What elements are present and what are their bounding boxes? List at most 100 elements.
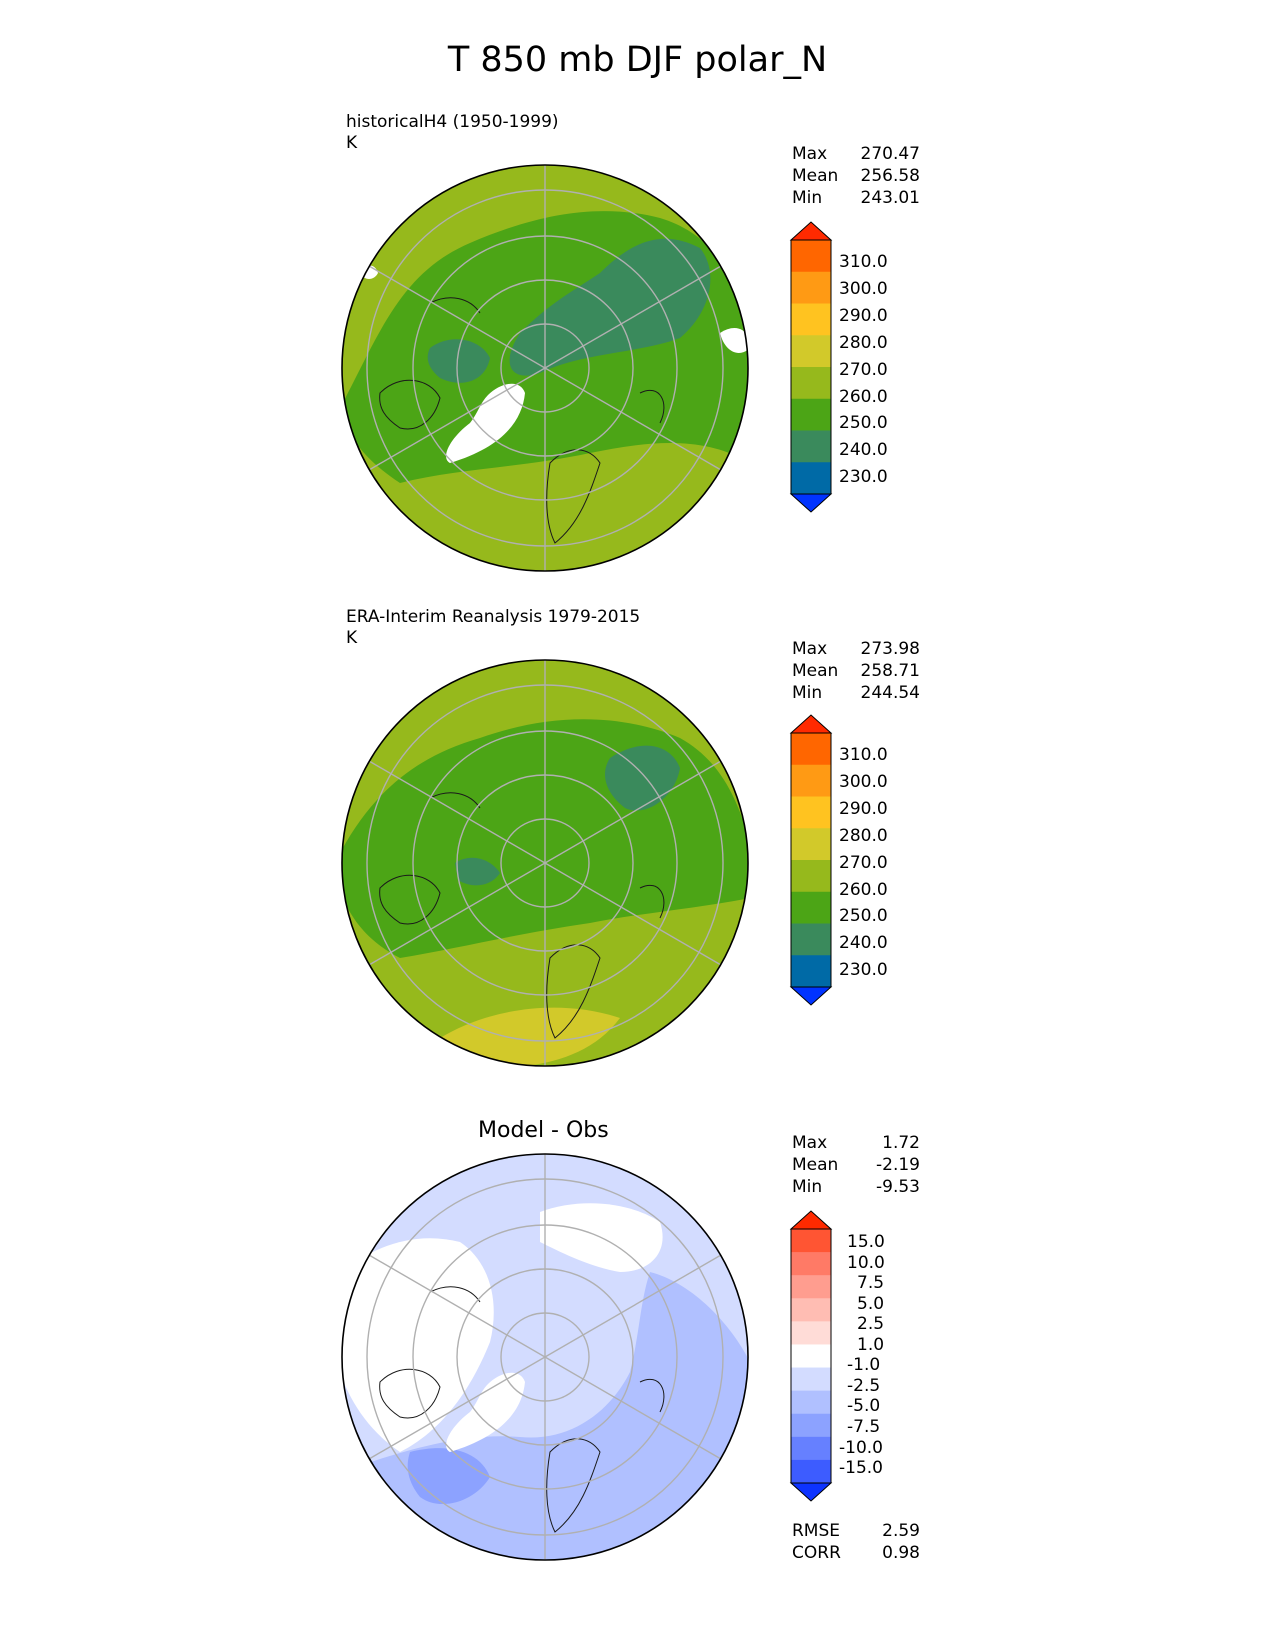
colorbar-swatch [791,828,831,861]
figure-title: T 850 mb DJF polar_N [447,40,828,80]
colorbar-swatch [791,923,831,956]
map-border [341,164,749,572]
coastlines [379,1286,665,1533]
colorbar-swatch [791,733,831,766]
colorbar-extend-bottom [789,1482,833,1502]
colorbar-swatch [791,796,831,829]
colorbar-tick-label: 2.5 [857,1314,885,1335]
stat-row-max: Max 270.47 [792,143,920,165]
colorbar-swatch [791,1252,831,1276]
colorbar-tick-label: 310.0 [839,252,888,272]
colorbar-tick-label: 10.0 [847,1252,885,1273]
colorbar-tick-label: 260.0 [839,879,888,900]
colorbar-swatch [791,1459,831,1484]
colorbar-3 [789,1210,833,1502]
colorbar-tick-label: 230.0 [839,467,888,488]
colorbar-tick-label: 250.0 [839,906,888,927]
colorbar-tick-label: 270.0 [839,852,888,873]
stat-label: Min [792,683,823,703]
colorbar-swatches [789,1210,833,1502]
stat-label: Min [792,1177,823,1197]
map-field-250b [455,857,500,886]
coastlines [379,792,665,1039]
colorbar-swatches [789,221,833,513]
stat-row-corr: CORR 0.98 [792,1542,920,1564]
panel-2-stats: Max 273.98 Mean 258.71 Min 244.54 [792,638,920,704]
stat-value: 2.59 [882,1521,920,1541]
map-field-250 [605,745,680,811]
colorbar-tick-label: -2.5 [847,1375,881,1396]
colorbar-tick-label: -1.0 [847,1355,881,1376]
colorbar-extend-top [789,714,833,734]
map-border [341,659,749,1067]
colorbar-swatch [791,462,831,495]
stat-value: 244.54 [860,683,920,703]
stat-label: Min [792,188,823,208]
colorbar-tick-label: 7.5 [857,1273,885,1294]
colorbar-2 [789,714,833,1006]
stat-row-mean: Mean 256.58 [792,165,920,187]
panel-2-units: K [346,628,358,648]
panel-1-units: K [346,133,358,153]
stat-row-mean: Mean 258.71 [792,660,920,682]
colorbar-tick-label: 240.0 [839,440,888,461]
stat-value: 243.01 [860,188,920,208]
stat-label: Mean [792,1155,839,1175]
colorbar-1 [789,221,833,513]
map-field-250b [427,339,490,383]
stat-label: Mean [792,166,839,186]
map-field-zero [342,1238,494,1452]
colorbar-swatch [791,335,831,368]
panel-3-title: Model - Obs [478,1118,609,1143]
stat-value: 256.58 [860,166,920,186]
stat-row-min: Min 243.01 [792,187,920,209]
stat-row-max: Max 1.72 [792,1132,920,1154]
colorbar-outline [790,1228,832,1484]
stat-row-mean: Mean -2.19 [792,1154,920,1176]
colorbar-swatch [791,1390,831,1415]
panel-2-map [341,659,749,1067]
stat-label: CORR [792,1543,841,1563]
greenland-no-data [446,1372,525,1452]
stat-label: Mean [792,661,839,681]
colorbar-swatch [791,1229,831,1253]
stat-value: 258.71 [860,661,920,681]
colorbar-extend-bottom [789,493,833,513]
stat-value: 0.98 [882,1543,920,1563]
colorbar-tick-label: 250.0 [839,413,888,434]
colorbar-swatch [791,1275,831,1299]
colorbar-extend-bottom [789,986,833,1006]
colorbar-outline [790,732,832,988]
colorbar-tick-label: -7.5 [847,1416,881,1437]
colorbar-tick-label: 270.0 [839,359,888,380]
colorbar-swatch [791,1344,831,1369]
panel-3-stats: Max 1.72 Mean -2.19 Min -9.53 [792,1132,920,1198]
stat-value: 1.72 [882,1133,920,1153]
colorbar-tick-label: 300.0 [839,771,888,792]
colorbar-tick-label: 260.0 [839,386,888,407]
colorbar-extend-top [789,1210,833,1230]
colorbar-tick-label: 240.0 [839,933,888,954]
colorbar-swatch [791,430,831,463]
panel-1-stats: Max 270.47 Mean 256.58 Min 243.01 [792,143,920,209]
colorbar-swatch [791,367,831,400]
stat-value: 270.47 [860,144,920,164]
colorbar-swatches [789,714,833,1006]
stat-row-max: Max 273.98 [792,638,920,660]
stat-row-min: Min -9.53 [792,1176,920,1198]
colorbar-tick-label: 1.0 [857,1334,885,1355]
colorbar-swatch [791,1321,831,1345]
colorbar-swatch [791,1436,831,1461]
stat-value: -2.19 [876,1155,920,1175]
gridlines [366,1154,724,1560]
colorbar-tick-label: 5.0 [857,1293,885,1314]
coastlines [379,297,665,544]
greenland-no-data [446,383,525,463]
colorbar-swatch [791,1413,831,1438]
colorbar-tick-label: 280.0 [839,825,888,846]
colorbar-swatch [791,271,831,304]
colorbar-tick-label: 290.0 [839,798,888,819]
colorbar-extend-top [789,221,833,241]
panel-3-map [341,1153,749,1561]
colorbar-swatch [791,860,831,893]
